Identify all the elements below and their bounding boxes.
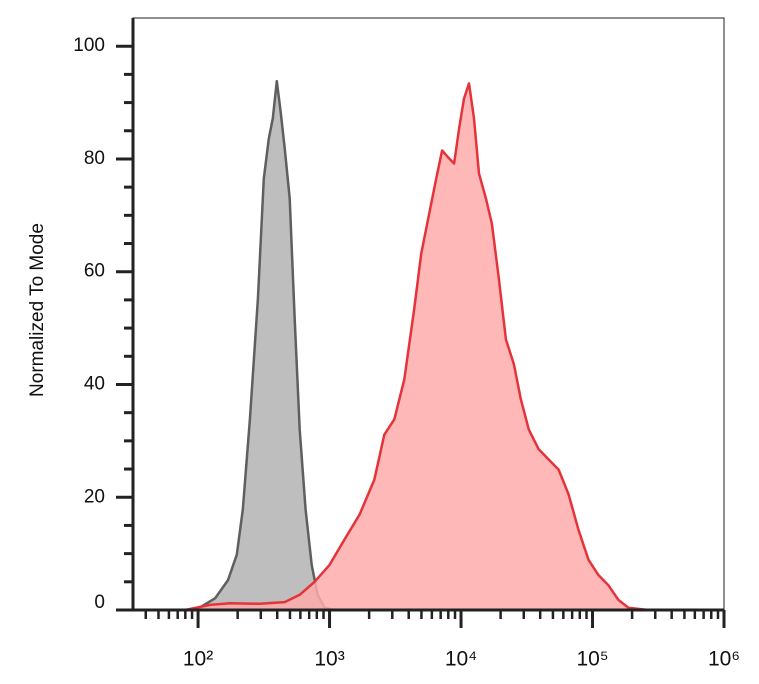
x-tick-label: 10⁴ bbox=[445, 648, 477, 671]
x-tick-label: 10⁵ bbox=[576, 648, 608, 671]
x-tick-label: 10⁶ bbox=[708, 648, 740, 671]
y-axis-label: Normalized To Mode bbox=[27, 223, 48, 397]
y-tick-label: 100 bbox=[73, 35, 105, 56]
histogram-area bbox=[184, 79, 336, 612]
x-tick-label: 10³ bbox=[314, 648, 344, 671]
y-tick-label: 60 bbox=[84, 261, 105, 282]
y-tick-label: 0 bbox=[94, 592, 105, 613]
y-tick-label: 20 bbox=[84, 486, 105, 507]
y-tick-label: 80 bbox=[84, 148, 105, 169]
x-tick-label: 10² bbox=[183, 648, 213, 671]
histogram-area bbox=[184, 82, 650, 612]
y-tick-label: 40 bbox=[84, 373, 105, 394]
